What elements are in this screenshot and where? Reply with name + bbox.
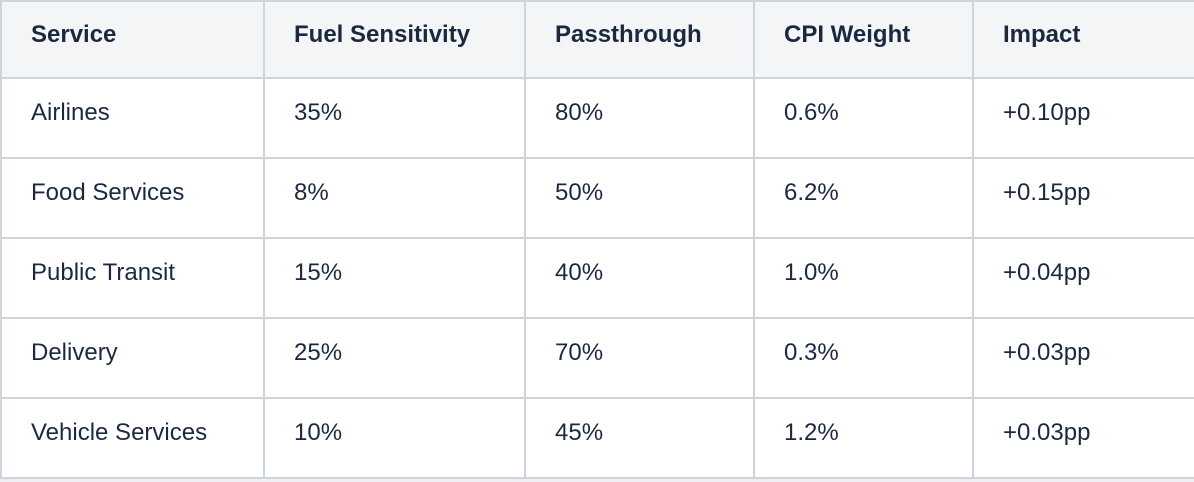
column-header-service: Service (0, 0, 265, 79)
cell-airlines-fuel-sensitivity: 35% (263, 77, 526, 159)
table-row-delivery: Delivery 25% 70% 0.3% +0.03pp (0, 317, 1194, 399)
cell-public-transit-service: Public Transit (0, 237, 265, 319)
cell-public-transit-passthrough: 40% (524, 237, 755, 319)
cell-public-transit-cpi-weight: 1.0% (753, 237, 974, 319)
cell-delivery-passthrough: 70% (524, 317, 755, 399)
cell-vehicle-services-passthrough: 45% (524, 397, 755, 479)
cell-delivery-fuel-sensitivity: 25% (263, 317, 526, 399)
cell-airlines-passthrough: 80% (524, 77, 755, 159)
table-row-vehicle-services: Vehicle Services 10% 45% 1.2% +0.03pp (0, 397, 1194, 479)
table-row-food-services: Food Services 8% 50% 6.2% +0.15pp (0, 157, 1194, 239)
column-header-cpi-weight: CPI Weight (753, 0, 974, 79)
cell-food-services-impact: +0.15pp (972, 157, 1194, 239)
cell-food-services-service: Food Services (0, 157, 265, 239)
cell-airlines-service: Airlines (0, 77, 265, 159)
cell-vehicle-services-service: Vehicle Services (0, 397, 265, 479)
cell-vehicle-services-fuel-sensitivity: 10% (263, 397, 526, 479)
column-header-passthrough: Passthrough (524, 0, 755, 79)
cell-airlines-cpi-weight: 0.6% (753, 77, 974, 159)
column-header-impact: Impact (972, 0, 1194, 79)
header-row: Service Fuel Sensitivity Passthrough CPI We… (0, 0, 1194, 79)
column-header-fuel-sensitivity: Fuel Sensitivity (263, 0, 526, 79)
table-row-public-transit: Public Transit 15% 40% 1.0% +0.04pp (0, 237, 1194, 319)
cell-vehicle-services-cpi-weight: 1.2% (753, 397, 974, 479)
cell-delivery-impact: +0.03pp (972, 317, 1194, 399)
table-body: Airlines 35% 80% 0.6% +0.10pp Food Services 8%… (0, 77, 1194, 479)
cell-airlines-impact: +0.10pp (972, 77, 1194, 159)
cell-public-transit-fuel-sensitivity: 15% (263, 237, 526, 319)
cell-food-services-cpi-weight: 6.2% (753, 157, 974, 239)
cell-delivery-cpi-weight: 0.3% (753, 317, 974, 399)
cell-delivery-service: Delivery (0, 317, 265, 399)
cell-vehicle-services-impact: +0.03pp (972, 397, 1194, 479)
cell-food-services-fuel-sensitivity: 8% (263, 157, 526, 239)
table-header: Service Fuel Sensitivity Passthrough CPI We… (0, 0, 1194, 79)
cell-food-services-passthrough: 50% (524, 157, 755, 239)
table-row-airlines: Airlines 35% 80% 0.6% +0.10pp (0, 77, 1194, 159)
cell-public-transit-impact: +0.04pp (972, 237, 1194, 319)
